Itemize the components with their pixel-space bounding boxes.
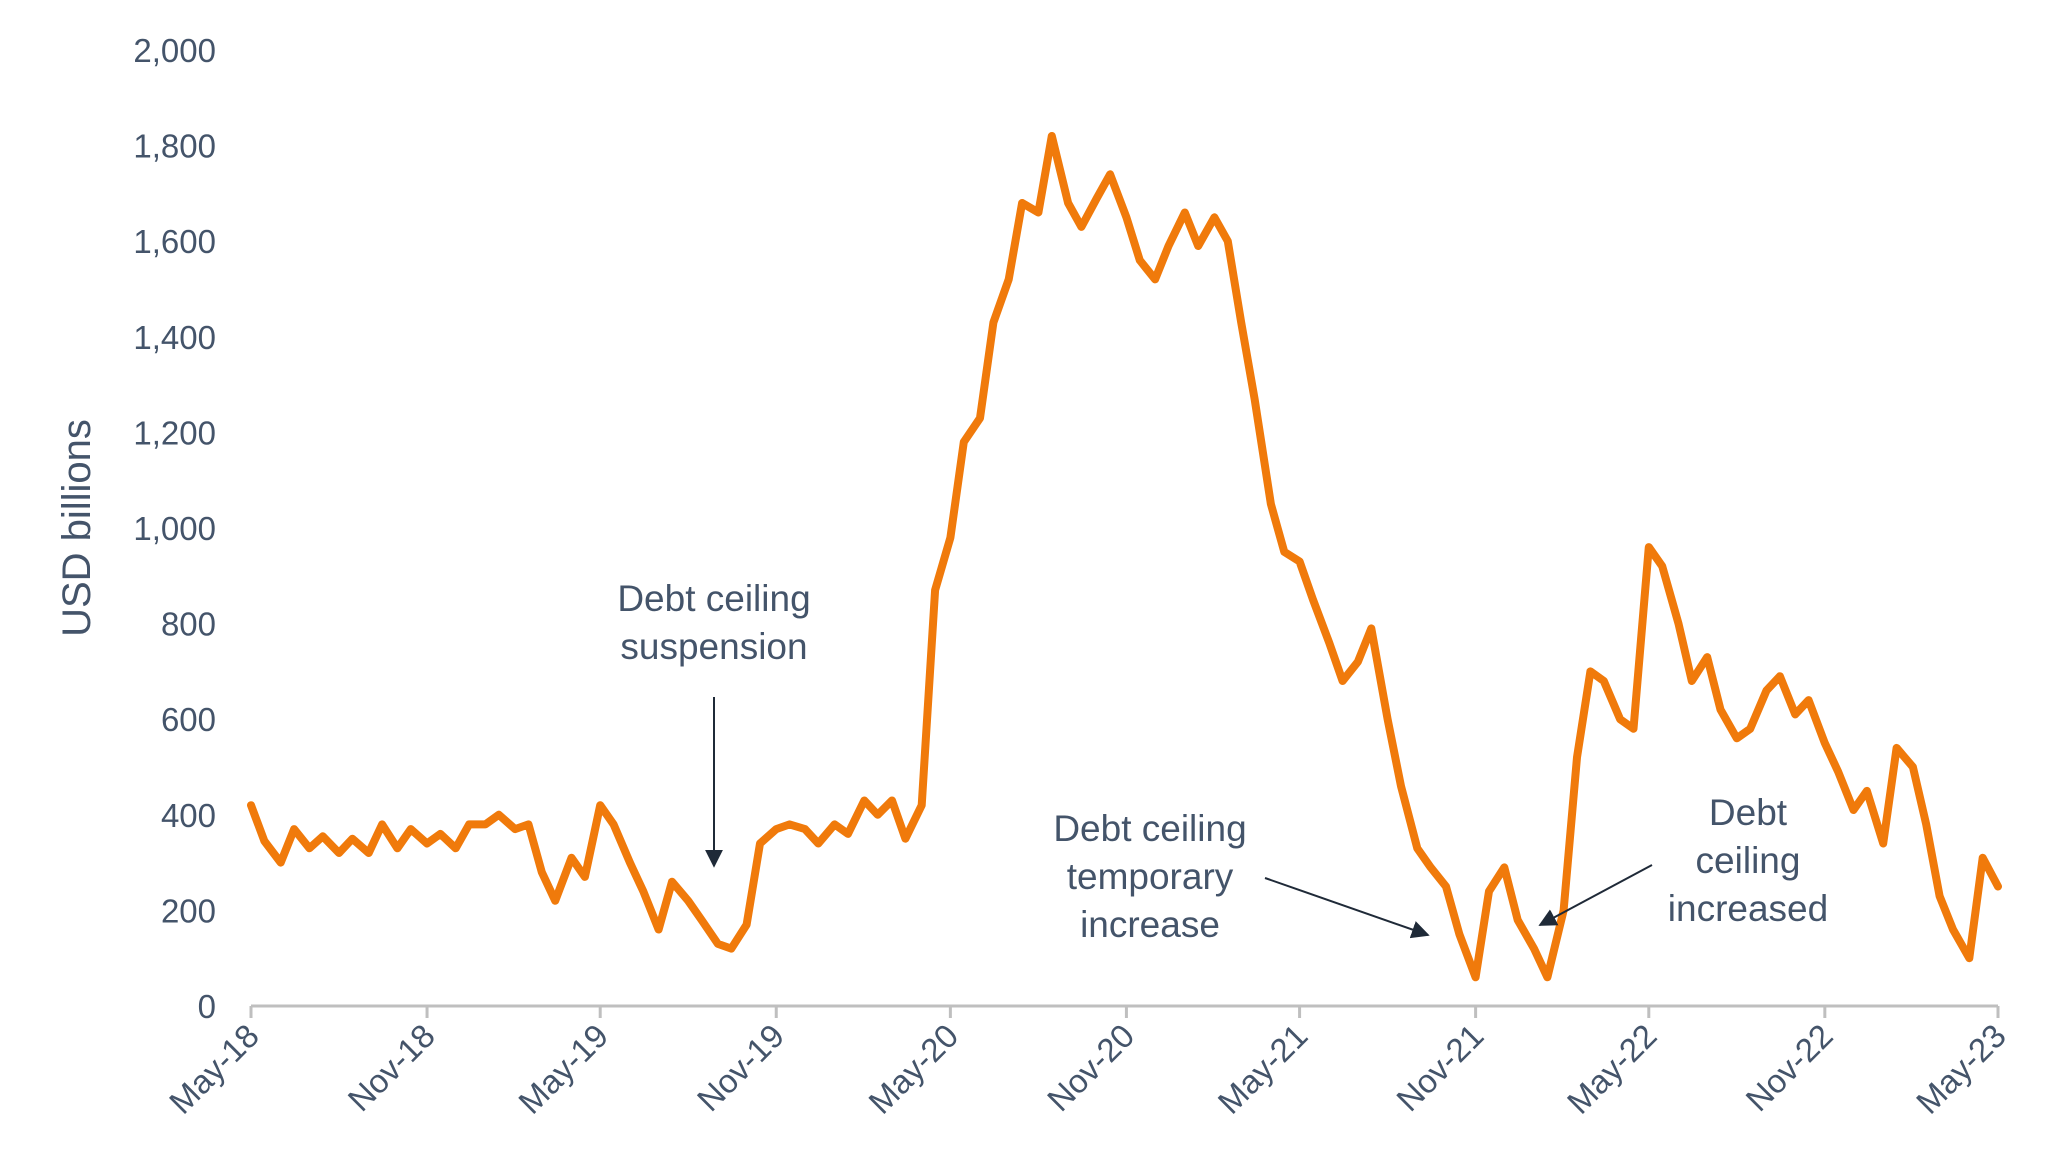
x-tick-label: Nov-21	[1389, 1017, 1490, 1118]
annotation-2: Debt ceiling temporary increase	[1053, 808, 1430, 945]
y-tick-label: 1,800	[133, 128, 216, 165]
annotation-text: Debt ceiling	[1053, 808, 1246, 849]
annotations: Debt ceiling suspension Debt ceiling tempor…	[617, 578, 1828, 945]
x-tick-label: May-18	[162, 1017, 266, 1121]
annotation-text: increased	[1668, 888, 1828, 929]
annotation-3: Debt ceiling increased	[1538, 792, 1828, 929]
x-tick-label: Nov-20	[1040, 1017, 1141, 1118]
x-tick-label: Nov-22	[1738, 1017, 1839, 1118]
y-tick-label: 200	[161, 892, 216, 929]
y-tick-label: 1,400	[133, 319, 216, 356]
x-tick-label: Nov-19	[690, 1017, 791, 1118]
y-tick-label: 1,200	[133, 414, 216, 451]
annotation-arrow	[1538, 864, 1653, 926]
y-tick-label: 0	[198, 988, 216, 1025]
y-tick-label: 1,600	[133, 223, 216, 260]
x-tick-label: May-20	[861, 1017, 965, 1121]
annotation-text: temporary	[1067, 856, 1234, 897]
annotation-text: Debt	[1709, 792, 1788, 833]
x-tick-label: May-22	[1560, 1017, 1664, 1121]
y-tick-label: 400	[161, 797, 216, 834]
series-line	[247, 132, 2002, 982]
x-tick-label: May-19	[511, 1017, 615, 1121]
x-tick-label: Nov-18	[341, 1017, 442, 1118]
y-tick-label: 1,000	[133, 510, 216, 547]
annotation-text: Debt ceiling	[617, 578, 810, 619]
y-axis-ticks: 0 200 400 600 800 1,000 1,200 1,400 1,600 1,800 2,…	[133, 32, 216, 1025]
x-tick-label: May-21	[1211, 1017, 1315, 1121]
x-axis-ticks: May-18 Nov-18 May-19 Nov-19 May-20 Nov-20 May-…	[162, 1006, 2013, 1121]
annotation-text: suspension	[620, 626, 807, 667]
y-axis-title: USD billions	[55, 419, 99, 637]
annotation-arrow	[1264, 877, 1430, 939]
y-tick-label: 2,000	[133, 32, 216, 69]
annotation-text: ceiling	[1696, 840, 1801, 881]
annotation-1: Debt ceiling suspension	[617, 578, 811, 868]
annotation-text: increase	[1080, 904, 1220, 945]
y-tick-label: 600	[161, 701, 216, 738]
y-tick-label: 800	[161, 606, 216, 643]
x-tick-label: May-23	[1909, 1017, 2013, 1121]
